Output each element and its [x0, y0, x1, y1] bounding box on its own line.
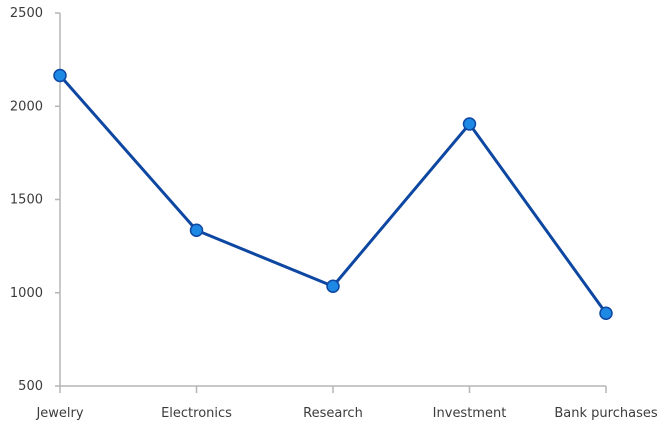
- y-tick-label: 500: [18, 379, 43, 394]
- y-tick-label: 1000: [10, 286, 43, 301]
- x-tick-label: Jewelry: [35, 406, 83, 421]
- tick-labels: 500 1000 1500 2000 2500 Jewelry Electronics Res…: [10, 6, 658, 421]
- data-point-research[interactable]: [326, 279, 340, 293]
- series-line: [58, 73, 608, 315]
- x-tick-label: Bank purchases: [554, 406, 657, 421]
- data-point-jewelry[interactable]: [53, 68, 67, 83]
- y-tick-label: 2000: [10, 99, 43, 114]
- series: [53, 68, 613, 321]
- x-tick-label: Research: [303, 406, 363, 421]
- x-tick-label: Electronics: [161, 406, 232, 421]
- data-point-electronics[interactable]: [189, 223, 204, 238]
- x-tick-label: Investment: [433, 406, 507, 421]
- data-point-investment[interactable]: [462, 117, 477, 131]
- data-point-bank-purchases[interactable]: [599, 306, 613, 321]
- y-tick-label: 1500: [10, 193, 43, 208]
- axes: [55, 12, 607, 393]
- y-tick-label: 2500: [10, 6, 43, 21]
